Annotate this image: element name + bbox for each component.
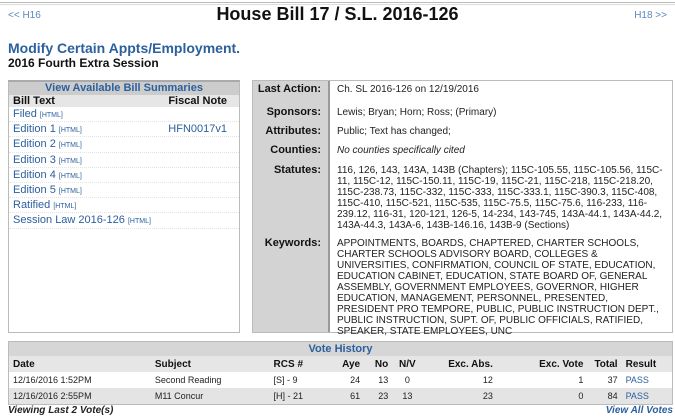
- top-divider: [0, 2, 675, 5]
- column-header: No: [364, 356, 393, 372]
- vote-cell: [S] - 9: [273, 375, 298, 385]
- bill-version-link[interactable]: Filed: [13, 108, 37, 120]
- vote-cell: 24: [350, 375, 361, 385]
- keywords-value: APPOINTMENTS, BOARDS, CHAPTERED, CHARTER…: [337, 238, 659, 337]
- html-link[interactable]: [HTML]: [58, 157, 82, 165]
- column-header: Aye: [327, 356, 365, 372]
- column-header: Result: [621, 356, 672, 372]
- html-link[interactable]: [HTML]: [53, 203, 77, 211]
- vote-cell: 84: [587, 388, 622, 404]
- vote-cell: 13: [378, 375, 389, 385]
- bill-version-link[interactable]: Edition 5: [13, 183, 56, 196]
- column-header: N/V: [392, 356, 423, 372]
- statutes-label: Statutes:: [273, 164, 321, 176]
- vote-row: 12/16/2016 1:52PM Second Reading [S] - 9 24…: [9, 372, 672, 388]
- fiscal-note-link[interactable]: HFN0017v1: [168, 123, 227, 136]
- bill-version-link[interactable]: Edition 2: [13, 138, 56, 151]
- attributes-value: Public; Text has changed;: [337, 126, 451, 137]
- html-link[interactable]: [HTML]: [127, 218, 151, 226]
- vote-table: Date Subject RCS # Aye No N/V Exc. Abs. Exc. Vo…: [9, 356, 672, 404]
- column-header: Date: [9, 356, 151, 372]
- vote-history-panel: Vote History Date Subject RCS # Aye No N/V Exc…: [8, 341, 673, 405]
- view-all-votes-link[interactable]: View All Votes: [605, 405, 673, 416]
- html-link[interactable]: [HTML]: [39, 112, 63, 119]
- bill-text-row: Session Law 2016-126 [HTML]: [9, 213, 239, 229]
- keywords-label: Keywords:: [264, 237, 321, 249]
- bill-version-link[interactable]: Edition 1: [13, 123, 56, 136]
- page-title: House Bill 17 / S.L. 2016-126: [216, 4, 459, 24]
- column-header: Total: [587, 356, 622, 372]
- column-header: Exc. Vote: [496, 356, 588, 372]
- bill-text-row: Edition 2 [HTML]: [9, 137, 239, 153]
- column-header: Exc. Abs.: [422, 356, 497, 372]
- session-name: 2016 Fourth Extra Session: [8, 56, 159, 70]
- bill-version-link[interactable]: Session Law 2016-126: [13, 214, 125, 227]
- vote-cell: 37: [607, 375, 618, 385]
- vote-result-link[interactable]: PASS: [621, 388, 672, 404]
- bill-text-header: Bill Text Fiscal Note: [9, 95, 239, 107]
- fiscal-note-column: Fiscal Note: [168, 95, 227, 107]
- html-link[interactable]: [HTML]: [58, 172, 82, 180]
- bill-text-row: Edition 3 [HTML]: [9, 153, 239, 168]
- last-action-label: Last Action:: [257, 83, 321, 95]
- html-link[interactable]: [HTML]: [58, 142, 82, 150]
- sponsors-label: Sponsors:: [266, 105, 321, 118]
- view-bill-summaries-link[interactable]: View Available Bill Summaries: [9, 82, 239, 95]
- vote-cell: 13: [392, 388, 423, 404]
- statutes-value[interactable]: 116, 126, 143, 143A, 143B (Chapters); 11…: [337, 165, 663, 231]
- attributes-label: Attributes:: [265, 125, 321, 137]
- bill-version-link[interactable]: Ratified: [13, 199, 51, 212]
- vote-cell: Second Reading: [154, 375, 222, 385]
- vote-cell: 23: [364, 388, 393, 404]
- bill-details-panel: Last Action: Ch. SL 2016-126 on 12/19/201…: [252, 80, 673, 337]
- html-link[interactable]: [HTML]: [58, 127, 82, 135]
- viewing-votes-count: Viewing Last 2 Vote(s): [8, 405, 114, 416]
- next-bill-link[interactable]: H18 >>: [634, 10, 667, 21]
- bill-text-row: Ratified [HTML]: [9, 198, 239, 214]
- vote-cell: 12/16/2016 2:55PM: [9, 388, 151, 404]
- vote-cell: 0: [496, 388, 588, 404]
- html-link[interactable]: [HTML]: [58, 187, 82, 195]
- bill-text-row: Edition 1 [HTML] HFN0017v1: [9, 122, 239, 138]
- bill-subtitle: Modify Certain Appts/Employment.: [8, 40, 241, 56]
- bill-text-row: Edition 4 [HTML]: [9, 168, 239, 183]
- vote-history-title: Vote History: [9, 342, 672, 356]
- bill-text-column: Bill Text: [13, 95, 55, 107]
- bill-text-panel: View Available Bill Summaries Bill Text …: [8, 80, 240, 333]
- vote-cell: 23: [422, 388, 497, 404]
- bill-version-link[interactable]: Edition 3: [13, 153, 56, 166]
- sponsors-value[interactable]: Lewis; Bryan; Horn; Ross; (Primary): [337, 106, 497, 118]
- column-header: RCS #: [269, 356, 328, 372]
- bill-version-link[interactable]: Edition 4: [13, 168, 56, 181]
- vote-row: 12/16/2016 2:55PM M11 Concur [H] - 21 61 23 1…: [9, 388, 672, 404]
- vote-cell: [H] - 21: [269, 388, 328, 404]
- previous-bill-link[interactable]: << H16: [8, 10, 41, 21]
- column-header: Subject: [150, 356, 270, 372]
- vote-result-link[interactable]: PASS: [625, 375, 649, 385]
- vote-cell: 1: [578, 375, 584, 385]
- vote-cell: 12/16/2016 1:52PM: [13, 375, 92, 385]
- bill-text-row: Filed [HTML]: [9, 107, 239, 123]
- vote-cell: 12: [482, 375, 493, 385]
- vote-cell: M11 Concur: [150, 388, 270, 404]
- counties-label: Counties:: [270, 144, 321, 156]
- last-action-value: Ch. SL 2016-126 on 12/19/2016: [337, 84, 479, 95]
- bill-text-row: Edition 5 [HTML]: [9, 183, 239, 199]
- vote-cell: 61: [327, 388, 365, 404]
- vote-cell: 0: [404, 375, 410, 385]
- counties-value: No counties specifically cited: [337, 145, 465, 156]
